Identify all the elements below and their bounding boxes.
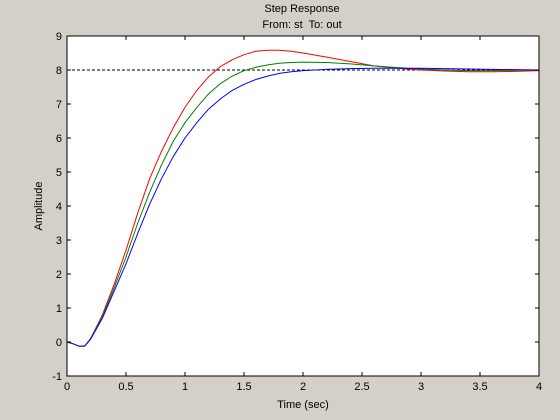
y-tick-label: 0	[56, 337, 62, 349]
x-tick-label: 3	[418, 381, 424, 393]
y-tick-label: 2	[56, 269, 62, 281]
x-tick-label: 2.5	[354, 381, 369, 393]
y-tick-label: 6	[56, 133, 62, 145]
x-tick-label: 3.5	[472, 381, 487, 393]
y-tick-label: 3	[56, 235, 62, 247]
y-tick-label: 8	[56, 65, 62, 77]
x-axis-label: Time (sec)	[277, 399, 329, 411]
chart-subtitle: From: st To: out	[262, 19, 341, 31]
x-tick-label: 0	[64, 381, 70, 393]
y-tick-label: 1	[56, 303, 62, 315]
series-line-3	[66, 67, 540, 347]
series-line-1	[66, 49, 540, 347]
x-tick-label: 4	[536, 381, 542, 393]
x-tick-label: 2	[300, 381, 306, 393]
x-tick-label: 0.5	[118, 381, 133, 393]
y-tick-label: -1	[52, 371, 62, 383]
x-tick-label: 1.5	[236, 381, 251, 393]
y-tick-label: 9	[56, 31, 62, 43]
y-tick-label: 4	[56, 201, 62, 213]
y-tick-label: 5	[56, 167, 62, 179]
y-tick-label: 7	[56, 99, 62, 111]
chart-title: Step Response	[264, 3, 339, 15]
y-axis-label: Amplitude	[33, 182, 45, 231]
x-tick-label: 1	[182, 381, 188, 393]
plot-area	[67, 36, 539, 376]
